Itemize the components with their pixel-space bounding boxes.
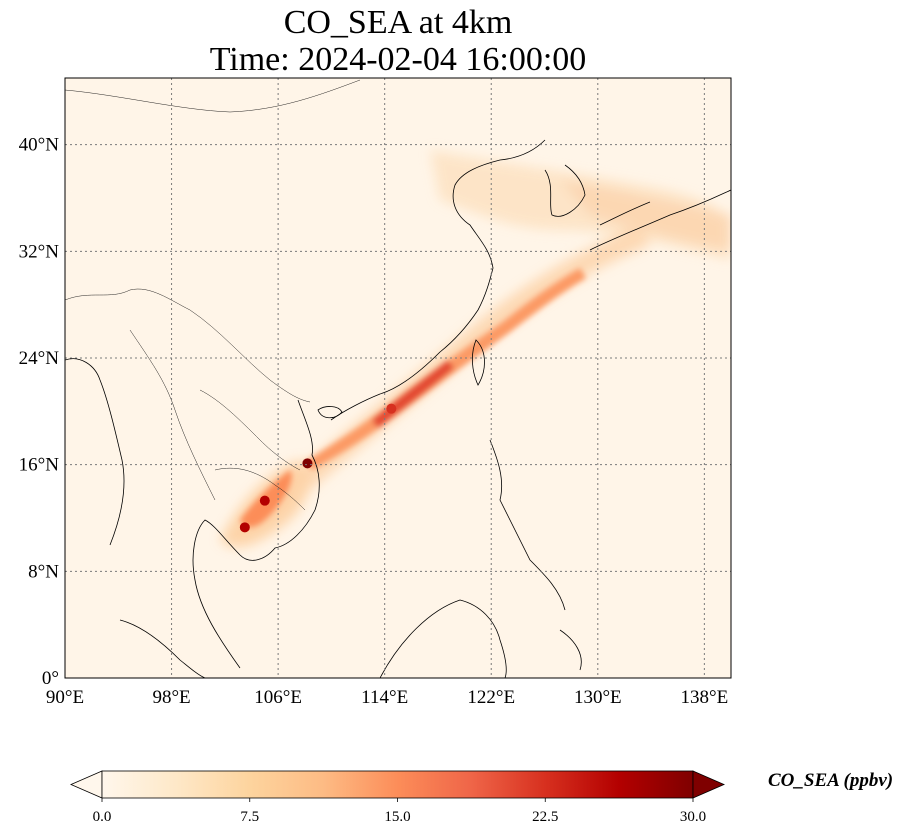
coastline-thailand: [192, 519, 241, 669]
plume-haze-japan: [560, 180, 731, 250]
coastlines: [65, 139, 731, 678]
co-field: [220, 150, 731, 548]
co-hotspot-1: [259, 495, 270, 506]
colorbar: 0.0 7.5 15.0 22.5 30.0: [69, 770, 726, 825]
lon-tick-label: 138°E: [681, 687, 729, 708]
colorbar-tick-label: 7.5: [240, 809, 259, 825]
coastline-india-burma: [65, 358, 125, 546]
coastline-japan: [589, 189, 731, 251]
colorbar-bar: [101, 770, 694, 799]
coastline-vietnam: [239, 399, 320, 561]
border-mongolia: [65, 79, 361, 113]
plot-frame: [64, 77, 732, 679]
lon-tick-label: 90°E: [46, 687, 84, 708]
map-title: CO_SEA at 4km: [283, 4, 513, 41]
coastline-taiwan: [472, 339, 485, 386]
coastline-china: [330, 139, 546, 421]
colorbar-extend-max: [692, 770, 726, 799]
lon-tick-label: 98°E: [152, 687, 190, 708]
lat-tick-label: 24°N: [19, 348, 60, 369]
coastline-sumatra: [119, 619, 206, 678]
country-borders: [65, 79, 361, 511]
lat-tick-label: 0°: [42, 668, 59, 689]
lat-tick-label: 8°N: [28, 561, 59, 582]
map-background: [65, 78, 731, 678]
colorbar-tick-label: 22.5: [532, 809, 558, 825]
border-myanmar: [129, 329, 216, 501]
border-laos: [199, 389, 301, 471]
coastline-hainan: [317, 406, 343, 419]
lat-tick-label: 32°N: [19, 241, 60, 262]
co-hotspot-3: [386, 403, 397, 414]
colorbar-extend-min: [69, 770, 103, 799]
lon-tick-labels: 90°E 98°E 106°E 114°E 122°E 130°E 138°E: [46, 687, 728, 708]
lat-tick-label: 40°N: [19, 135, 60, 156]
lon-tick-label: 106°E: [254, 687, 302, 708]
lon-tick-label: 122°E: [467, 687, 515, 708]
co-hotspot-0: [302, 458, 313, 469]
colorbar-tick-label: 30.0: [680, 809, 706, 825]
border-china-north: [65, 288, 311, 403]
lon-tick-label: 130°E: [574, 687, 622, 708]
border-cambodia: [214, 467, 306, 511]
lon-tick-label: 114°E: [361, 687, 408, 708]
coastline-borneo: [379, 599, 507, 678]
co-hotspot-2: [239, 522, 250, 533]
lat-tick-label: 16°N: [19, 455, 60, 476]
colorbar-tick-label: 0.0: [93, 809, 112, 825]
gridlines: [65, 78, 731, 678]
coastline-philippines: [489, 439, 582, 671]
colorbar-label: CO_SEA (ppbv): [768, 770, 894, 791]
coastline-korea: [544, 164, 586, 217]
lat-tick-labels: 0° 8°N 16°N 24°N 32°N 40°N: [19, 135, 60, 689]
colorbar-tick-label: 15.0: [384, 809, 410, 825]
plume-haze-corridor: [300, 225, 650, 490]
map-subtitle-time: Time: 2024-02-04 16:00:00: [209, 41, 587, 78]
